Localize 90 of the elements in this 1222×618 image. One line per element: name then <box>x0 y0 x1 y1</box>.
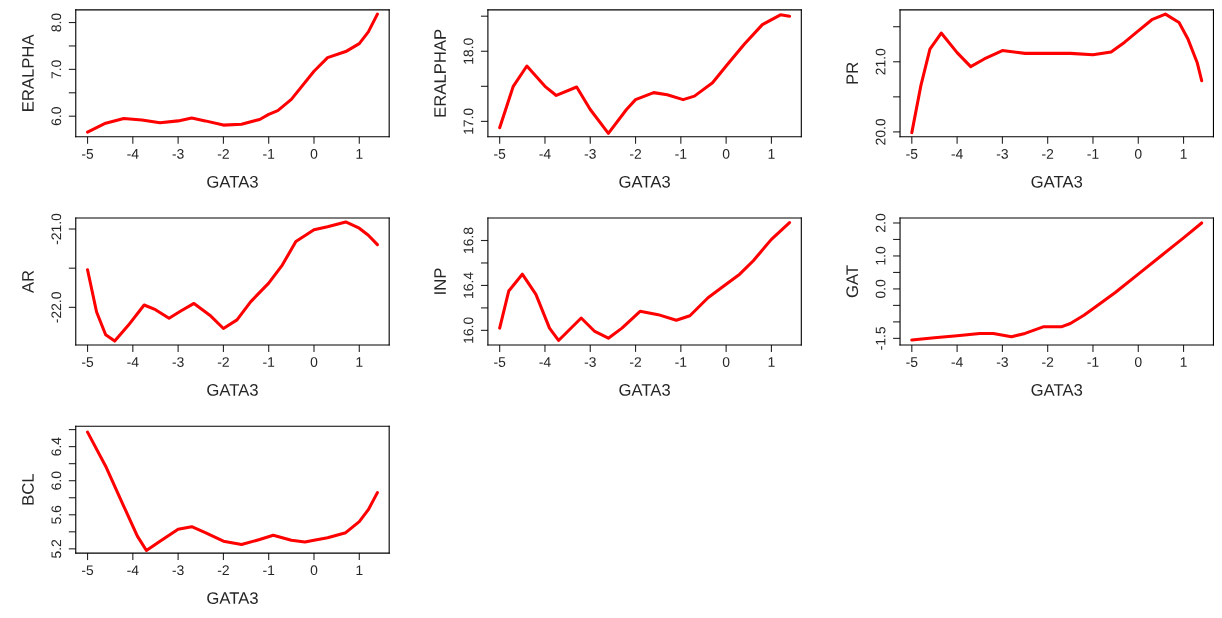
line-series <box>910 221 1204 342</box>
x-tick-label: -2 <box>1042 148 1054 159</box>
y-tick-label: 2.0 <box>875 213 886 232</box>
y-tick-label: -21.0 <box>51 213 62 245</box>
x-tick-label: -1 <box>675 149 687 159</box>
x-tick-label: -1 <box>1087 149 1099 159</box>
y-axis-title: PR <box>846 62 858 84</box>
y-tick-label: 5.2 <box>51 539 62 558</box>
x-tick-label: -1 <box>263 565 275 575</box>
x-tick-label: -4 <box>539 149 551 159</box>
x-tick-label: -4 <box>127 357 139 367</box>
x-tick-label: -3 <box>996 148 1008 159</box>
x-tick-label: 1 <box>768 357 775 367</box>
x-axis-title: GATA3 <box>207 175 258 188</box>
x-axis-title: GATA3 <box>619 175 670 188</box>
x-tick-label: 1 <box>1180 357 1187 367</box>
x-tick-label: 0 <box>1134 148 1142 159</box>
y-axis-title: GAT <box>846 265 859 298</box>
x-tick-label: -5 <box>906 357 918 367</box>
y-tick-label: 16.8 <box>463 227 474 253</box>
x-axis-title: GATA3 <box>1031 175 1083 188</box>
y-axis-title: INP <box>434 268 446 294</box>
x-tick-label: 1 <box>1180 149 1187 159</box>
x-tick-label: -2 <box>217 357 229 367</box>
y-axis-title: BCL <box>22 473 34 505</box>
y-tick-label: 6.4 <box>51 437 62 456</box>
y-tick-label: 5.6 <box>51 505 62 524</box>
line-series <box>86 220 379 343</box>
x-tick-label: -1 <box>675 357 687 367</box>
x-tick-label: -2 <box>629 148 642 159</box>
x-tick-label: -1 <box>1087 357 1099 367</box>
y-axis-title: AR <box>22 270 34 294</box>
y-tick-label: 16.4 <box>463 272 474 298</box>
y-tick-label: 7.0 <box>51 60 62 79</box>
y-tick-label: 6.0 <box>51 471 62 490</box>
x-tick-label: -4 <box>539 357 551 367</box>
x-tick-label: -4 <box>951 357 963 367</box>
line-series <box>498 13 792 135</box>
line-series <box>86 430 379 553</box>
x-tick-label: -2 <box>217 565 229 575</box>
x-tick-label: -4 <box>127 149 139 159</box>
x-tick-label: -5 <box>906 149 918 159</box>
y-tick-label: 17.0 <box>463 108 474 134</box>
y-axis-title: ERALPHA <box>22 34 34 111</box>
x-tick-label: 0 <box>1134 357 1142 367</box>
y-axis-title: ERALPHAP <box>434 29 446 117</box>
x-tick-label: 1 <box>768 149 775 159</box>
line-series <box>86 12 379 134</box>
x-tick-label: -5 <box>81 565 94 576</box>
x-tick-label: -3 <box>172 565 184 576</box>
x-axis-title: GATA3 <box>207 384 258 396</box>
x-tick-label: -3 <box>172 357 184 367</box>
y-tick-label: 16.0 <box>463 317 474 343</box>
x-tick-label: -2 <box>1042 357 1054 367</box>
x-tick-label: -4 <box>951 149 963 159</box>
y-tick-label: 1.0 <box>875 246 886 265</box>
x-axis-title: GATA3 <box>619 384 670 396</box>
x-tick-label: -3 <box>172 148 184 159</box>
line-series <box>498 221 792 342</box>
x-tick-label: -1 <box>263 357 275 367</box>
x-tick-label: -2 <box>629 357 642 367</box>
x-tick-label: 0 <box>310 357 318 367</box>
x-tick-label: 1 <box>356 149 363 159</box>
x-tick-label: -3 <box>996 357 1008 367</box>
y-tick-label: 0.0 <box>875 279 886 299</box>
x-tick-label: -5 <box>494 149 506 159</box>
x-tick-label: -1 <box>263 149 275 159</box>
x-axis-title: GATA3 <box>1031 384 1083 396</box>
x-tick-label: -3 <box>584 148 596 159</box>
y-tick-label: 6.0 <box>51 107 62 126</box>
x-tick-label: -4 <box>127 565 139 575</box>
x-tick-label: -5 <box>494 357 506 367</box>
x-tick-label: 0 <box>722 148 730 159</box>
y-tick-label: 8.0 <box>51 13 62 32</box>
x-tick-label: -3 <box>584 357 596 367</box>
y-tick-label: -1.5 <box>875 326 886 350</box>
x-tick-label: 0 <box>310 565 318 576</box>
x-tick-label: -5 <box>81 149 94 159</box>
x-tick-label: -5 <box>81 357 94 367</box>
x-axis-title: GATA3 <box>207 592 258 604</box>
line-series <box>910 12 1204 135</box>
x-tick-label: 0 <box>722 357 730 367</box>
y-tick-label: 18.0 <box>463 38 474 64</box>
y-tick-label: 20.0 <box>875 118 886 145</box>
y-tick-label: -22.0 <box>51 292 62 323</box>
x-tick-label: 1 <box>356 565 363 575</box>
x-tick-label: 1 <box>356 357 363 367</box>
x-tick-label: -2 <box>217 148 229 159</box>
y-tick-label: 21.0 <box>875 48 886 75</box>
x-tick-label: 0 <box>310 148 318 159</box>
